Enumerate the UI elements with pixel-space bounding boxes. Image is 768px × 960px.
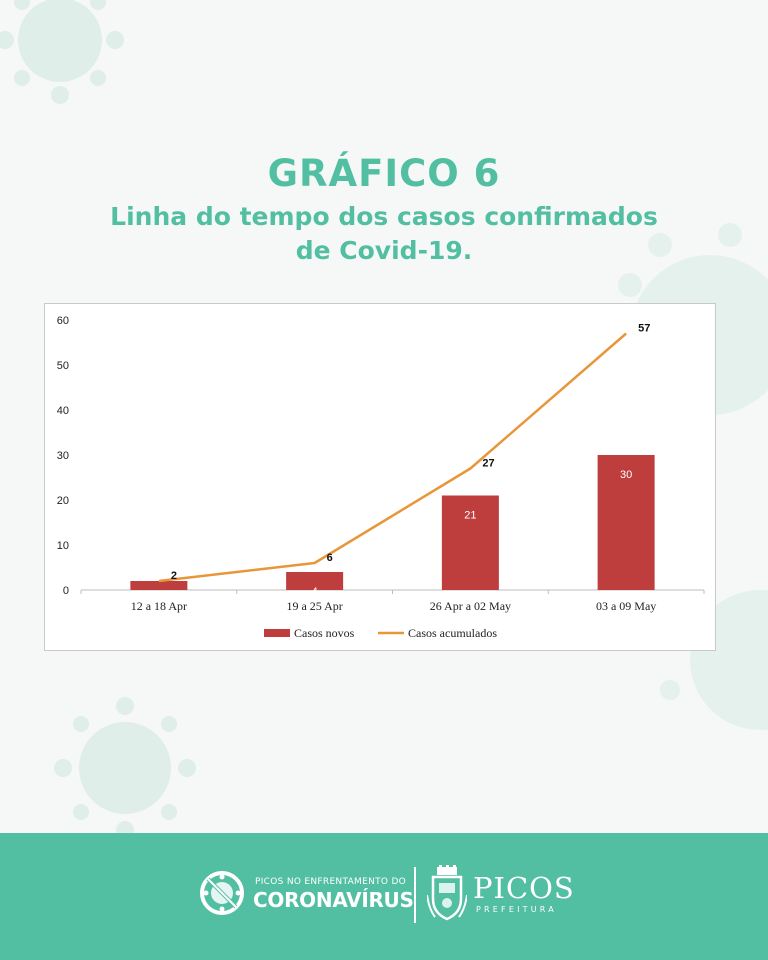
- y-tick-label: 40: [57, 405, 69, 417]
- x-tick-label: 26 Apr a 02 May: [430, 599, 511, 613]
- city-prefeitura: PREFEITURA: [476, 905, 557, 914]
- bar-data-label: 30: [620, 469, 632, 481]
- footer-bar: PICOS NO ENFRENTAMENTO DO CORONAVÍRUS PI…: [0, 833, 768, 960]
- chart-subtitle-line2: de Covid-19.: [295, 236, 473, 265]
- chart-title: GRÁFICO 6: [267, 152, 501, 195]
- line-casos-acumulados: [158, 332, 627, 583]
- x-tick-label: 12 a 18 Apr: [131, 599, 187, 613]
- chart-subtitle-line1: Linha do tempo dos casos confirmados: [110, 202, 658, 231]
- y-tick-label: 50: [57, 360, 69, 372]
- bar-casos-novos: [441, 495, 499, 590]
- city-crest-icon: [427, 865, 467, 921]
- brand-name: CORONAVÍRUS: [253, 888, 414, 912]
- city-name: PICOS: [473, 871, 575, 905]
- y-tick-label: 20: [57, 495, 69, 507]
- bar-casos-novos: [597, 455, 655, 590]
- y-tick-label: 0: [63, 585, 69, 597]
- virus-decoration-top-left: [0, 0, 124, 104]
- x-tick-label: 19 a 25 Apr: [286, 599, 342, 613]
- bar-casos-novos: [286, 572, 344, 590]
- combo-chart: 0 10 20 30 40 50 60 12 a 18 Apr 19 a 25 Apr 26 Ap…: [57, 315, 705, 640]
- bar-data-label: 21: [464, 510, 476, 522]
- chart-panel: 0 10 20 30 40 50 60 12 a 18 Apr 19 a 25 Apr 26 Ap…: [44, 303, 716, 651]
- x-tick-label: 03 a 09 May: [596, 599, 656, 613]
- y-tick-label: 60: [57, 315, 69, 327]
- bar-casos-novos: [130, 581, 188, 590]
- y-tick-label: 10: [57, 540, 69, 552]
- legend-label-casos-acumulados: Casos acumulados: [408, 626, 497, 640]
- bar-data-label: 4: [312, 586, 318, 598]
- footer-branding: PICOS NO ENFRENTAMENTO DO CORONAVÍRUS PI…: [195, 863, 595, 933]
- legend-label-casos-novos: Casos novos: [294, 626, 355, 640]
- virus-decoration-bottom-left: [54, 697, 196, 839]
- legend-swatch-casos-novos: [264, 629, 290, 637]
- y-tick-label: 30: [57, 450, 69, 462]
- footer-divider: [414, 867, 416, 923]
- virus-prohibited-icon: [200, 871, 244, 915]
- brand-tagline: PICOS NO ENFRENTAMENTO DO: [255, 877, 407, 887]
- line-data-label: 6: [327, 552, 333, 564]
- title-block: GRÁFICO 6 Linha do tempo dos casos confi…: [0, 148, 768, 268]
- line-data-label: 57: [638, 323, 650, 335]
- line-data-label: 2: [171, 570, 177, 582]
- line-data-label: 27: [482, 458, 494, 470]
